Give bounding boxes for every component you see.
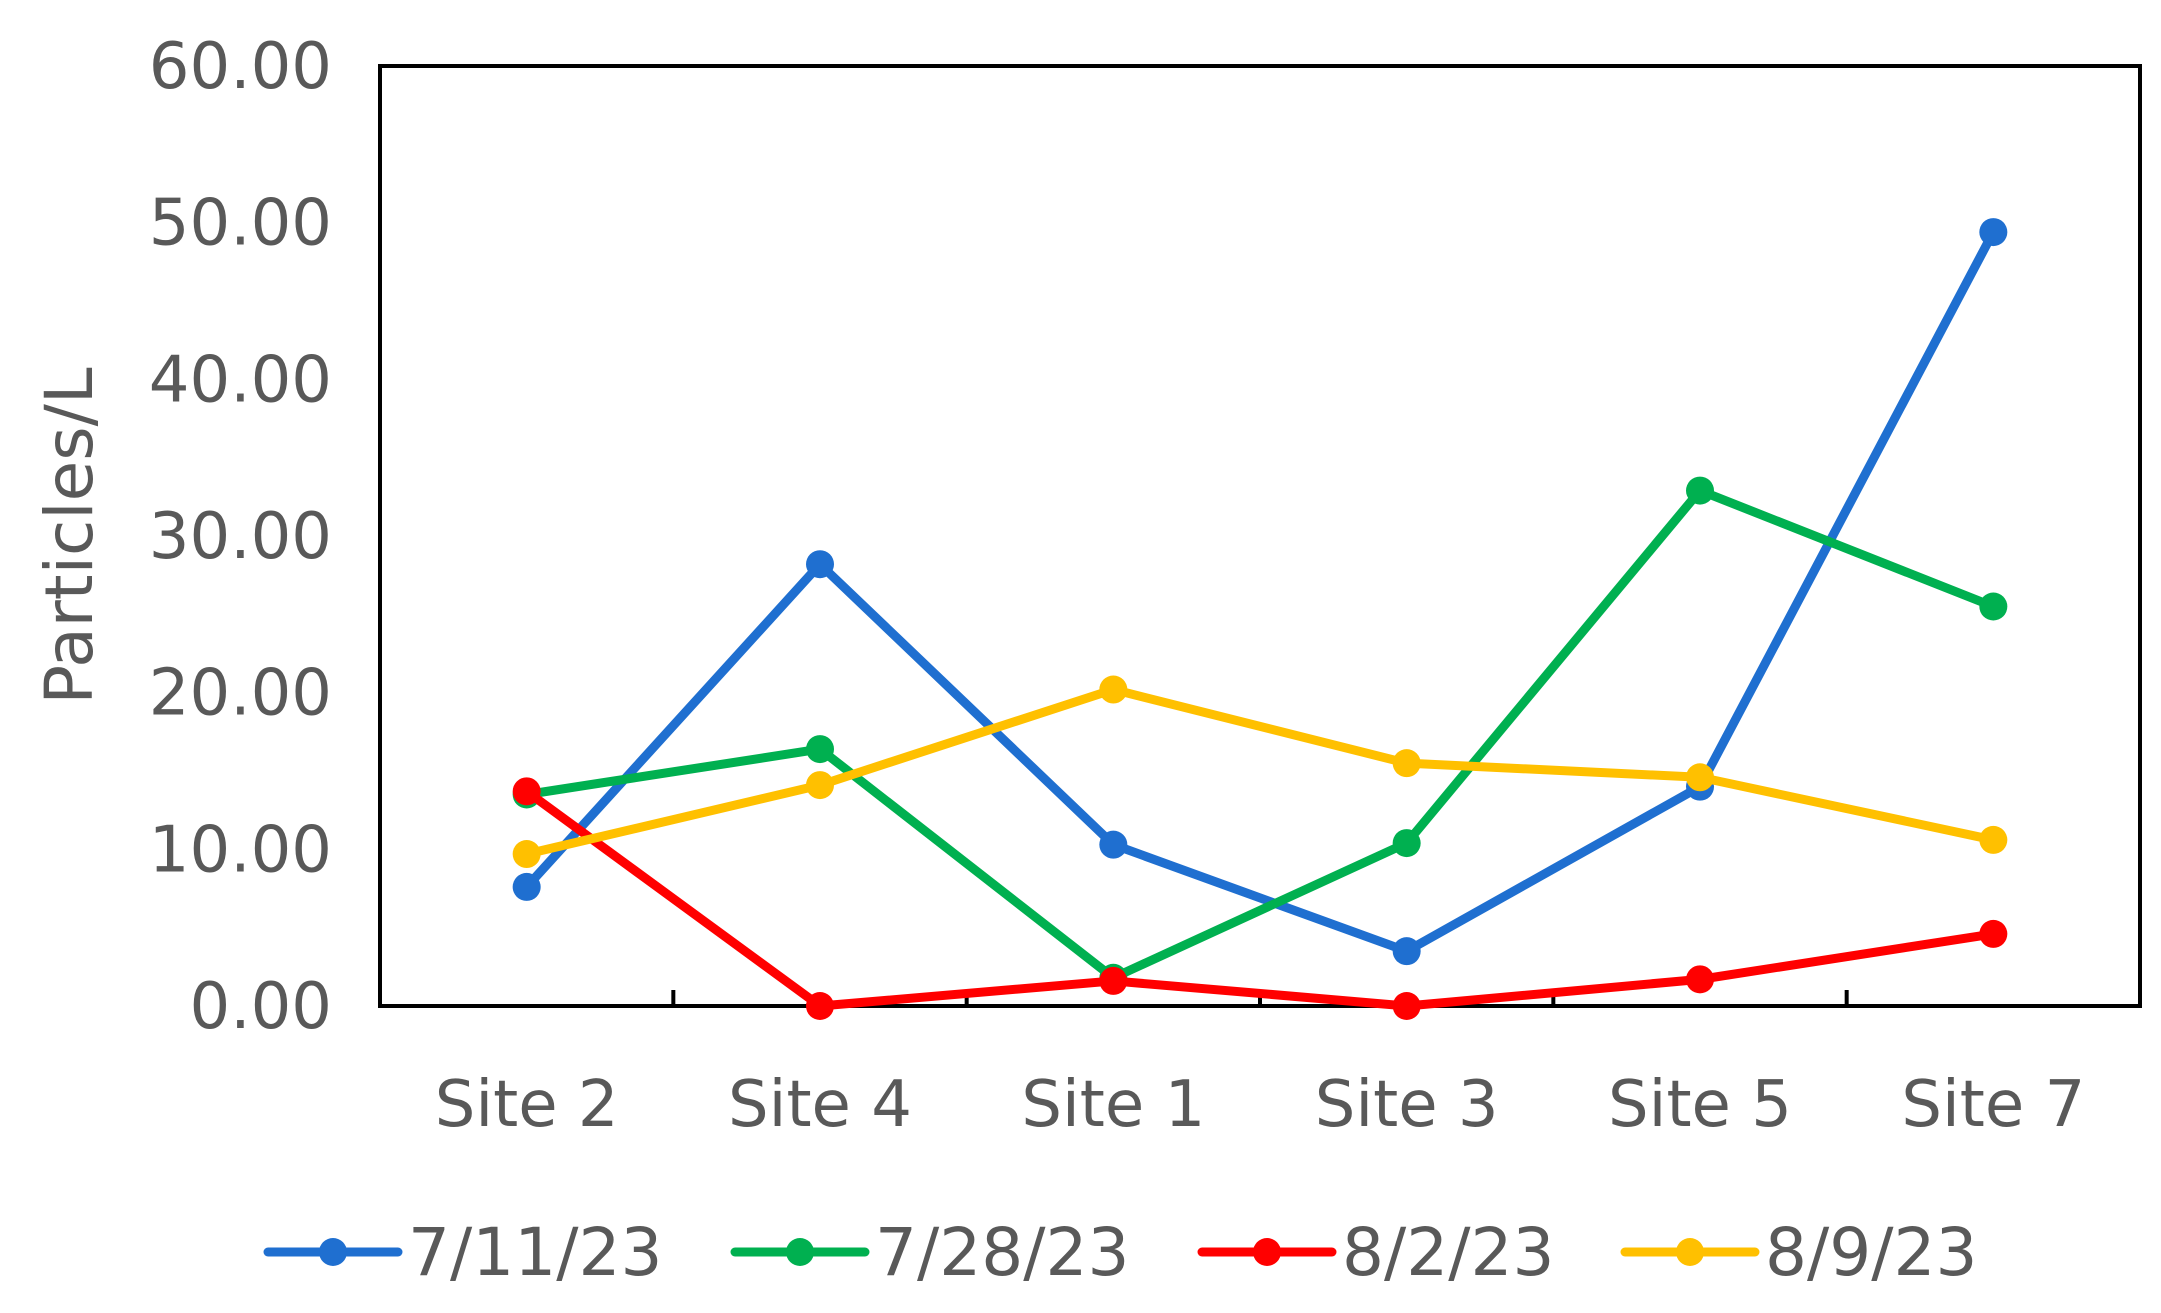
legend-item: 8/2/23: [1197, 1214, 1554, 1291]
legend-marker: [1253, 1238, 1281, 1266]
plot-frame: [378, 64, 2142, 1008]
legend-item: 7/28/23: [730, 1214, 1129, 1291]
series-8-9-23: [512, 675, 2008, 869]
y-tick-label: 50.00: [149, 187, 332, 261]
legend-marker: [786, 1238, 814, 1266]
x-tick-label: Site 4: [728, 1068, 912, 1142]
y-tick-label: 30.00: [149, 500, 332, 574]
series-line: [522, 786, 1998, 1011]
y-tick-label: 0.00: [190, 970, 333, 1044]
data-point: [1979, 919, 2008, 948]
data-point: [806, 771, 834, 800]
y-axis-title: Particles/L: [31, 367, 108, 704]
x-tick-label: Site 5: [1608, 1068, 1792, 1142]
data-point: [1979, 218, 2008, 247]
data-point: [1392, 992, 1421, 1020]
legend-item: 7/11/23: [263, 1214, 662, 1291]
legend-label: 7/11/23: [408, 1214, 662, 1291]
x-tick-label: Site 2: [435, 1068, 619, 1142]
series-line: [522, 486, 1998, 983]
data-point: [1099, 966, 1128, 995]
data-point: [1686, 965, 1714, 994]
x-tick-label: Site 1: [1021, 1068, 1205, 1142]
legend-marker: [319, 1238, 347, 1266]
series-7-28-23: [512, 476, 2008, 992]
y-axis-ticks: 0.00 10.00 20.00 30.00 40.00 50.00 60.00: [149, 30, 332, 1044]
series-line: [522, 685, 1998, 859]
y-tick-label: 40.00: [149, 343, 332, 417]
data-point: [1392, 829, 1421, 858]
series-8-2-23: [512, 777, 2008, 1020]
y-tick-label: 20.00: [149, 657, 332, 731]
legend-item: 8/9/23: [1620, 1214, 1977, 1291]
data-point: [1392, 937, 1421, 966]
series-layer: [512, 218, 2008, 1020]
legend: 7/11/23 7/28/23 8/2/23 8/9/23: [263, 1214, 1977, 1291]
data-point: [1686, 476, 1714, 505]
data-point: [1686, 763, 1714, 792]
x-tick-label: Site 7: [1901, 1068, 2085, 1142]
y-tick-label: 10.00: [149, 813, 332, 887]
data-point: [1979, 592, 2008, 621]
series-7-11-23: [512, 218, 2008, 966]
data-point: [512, 872, 541, 901]
legend-marker: [1676, 1238, 1704, 1266]
legend-label: 8/2/23: [1342, 1214, 1554, 1291]
data-point: [512, 777, 541, 806]
data-point: [512, 840, 541, 869]
data-point: [1099, 675, 1128, 704]
x-tick-label: Site 3: [1315, 1068, 1499, 1142]
x-axis-ticks: Site 2 Site 4 Site 1 Site 3 Site 5 Site 7: [435, 990, 2085, 1142]
data-point: [806, 735, 834, 764]
data-point: [806, 550, 834, 579]
series-line: [522, 227, 1998, 956]
legend-label: 8/9/23: [1765, 1214, 1977, 1291]
data-point: [806, 992, 834, 1020]
legend-label: 7/28/23: [875, 1214, 1129, 1291]
y-tick-label: 60.00: [149, 30, 332, 104]
data-point: [1099, 830, 1128, 859]
data-point: [1392, 749, 1421, 778]
data-point: [1979, 825, 2008, 854]
